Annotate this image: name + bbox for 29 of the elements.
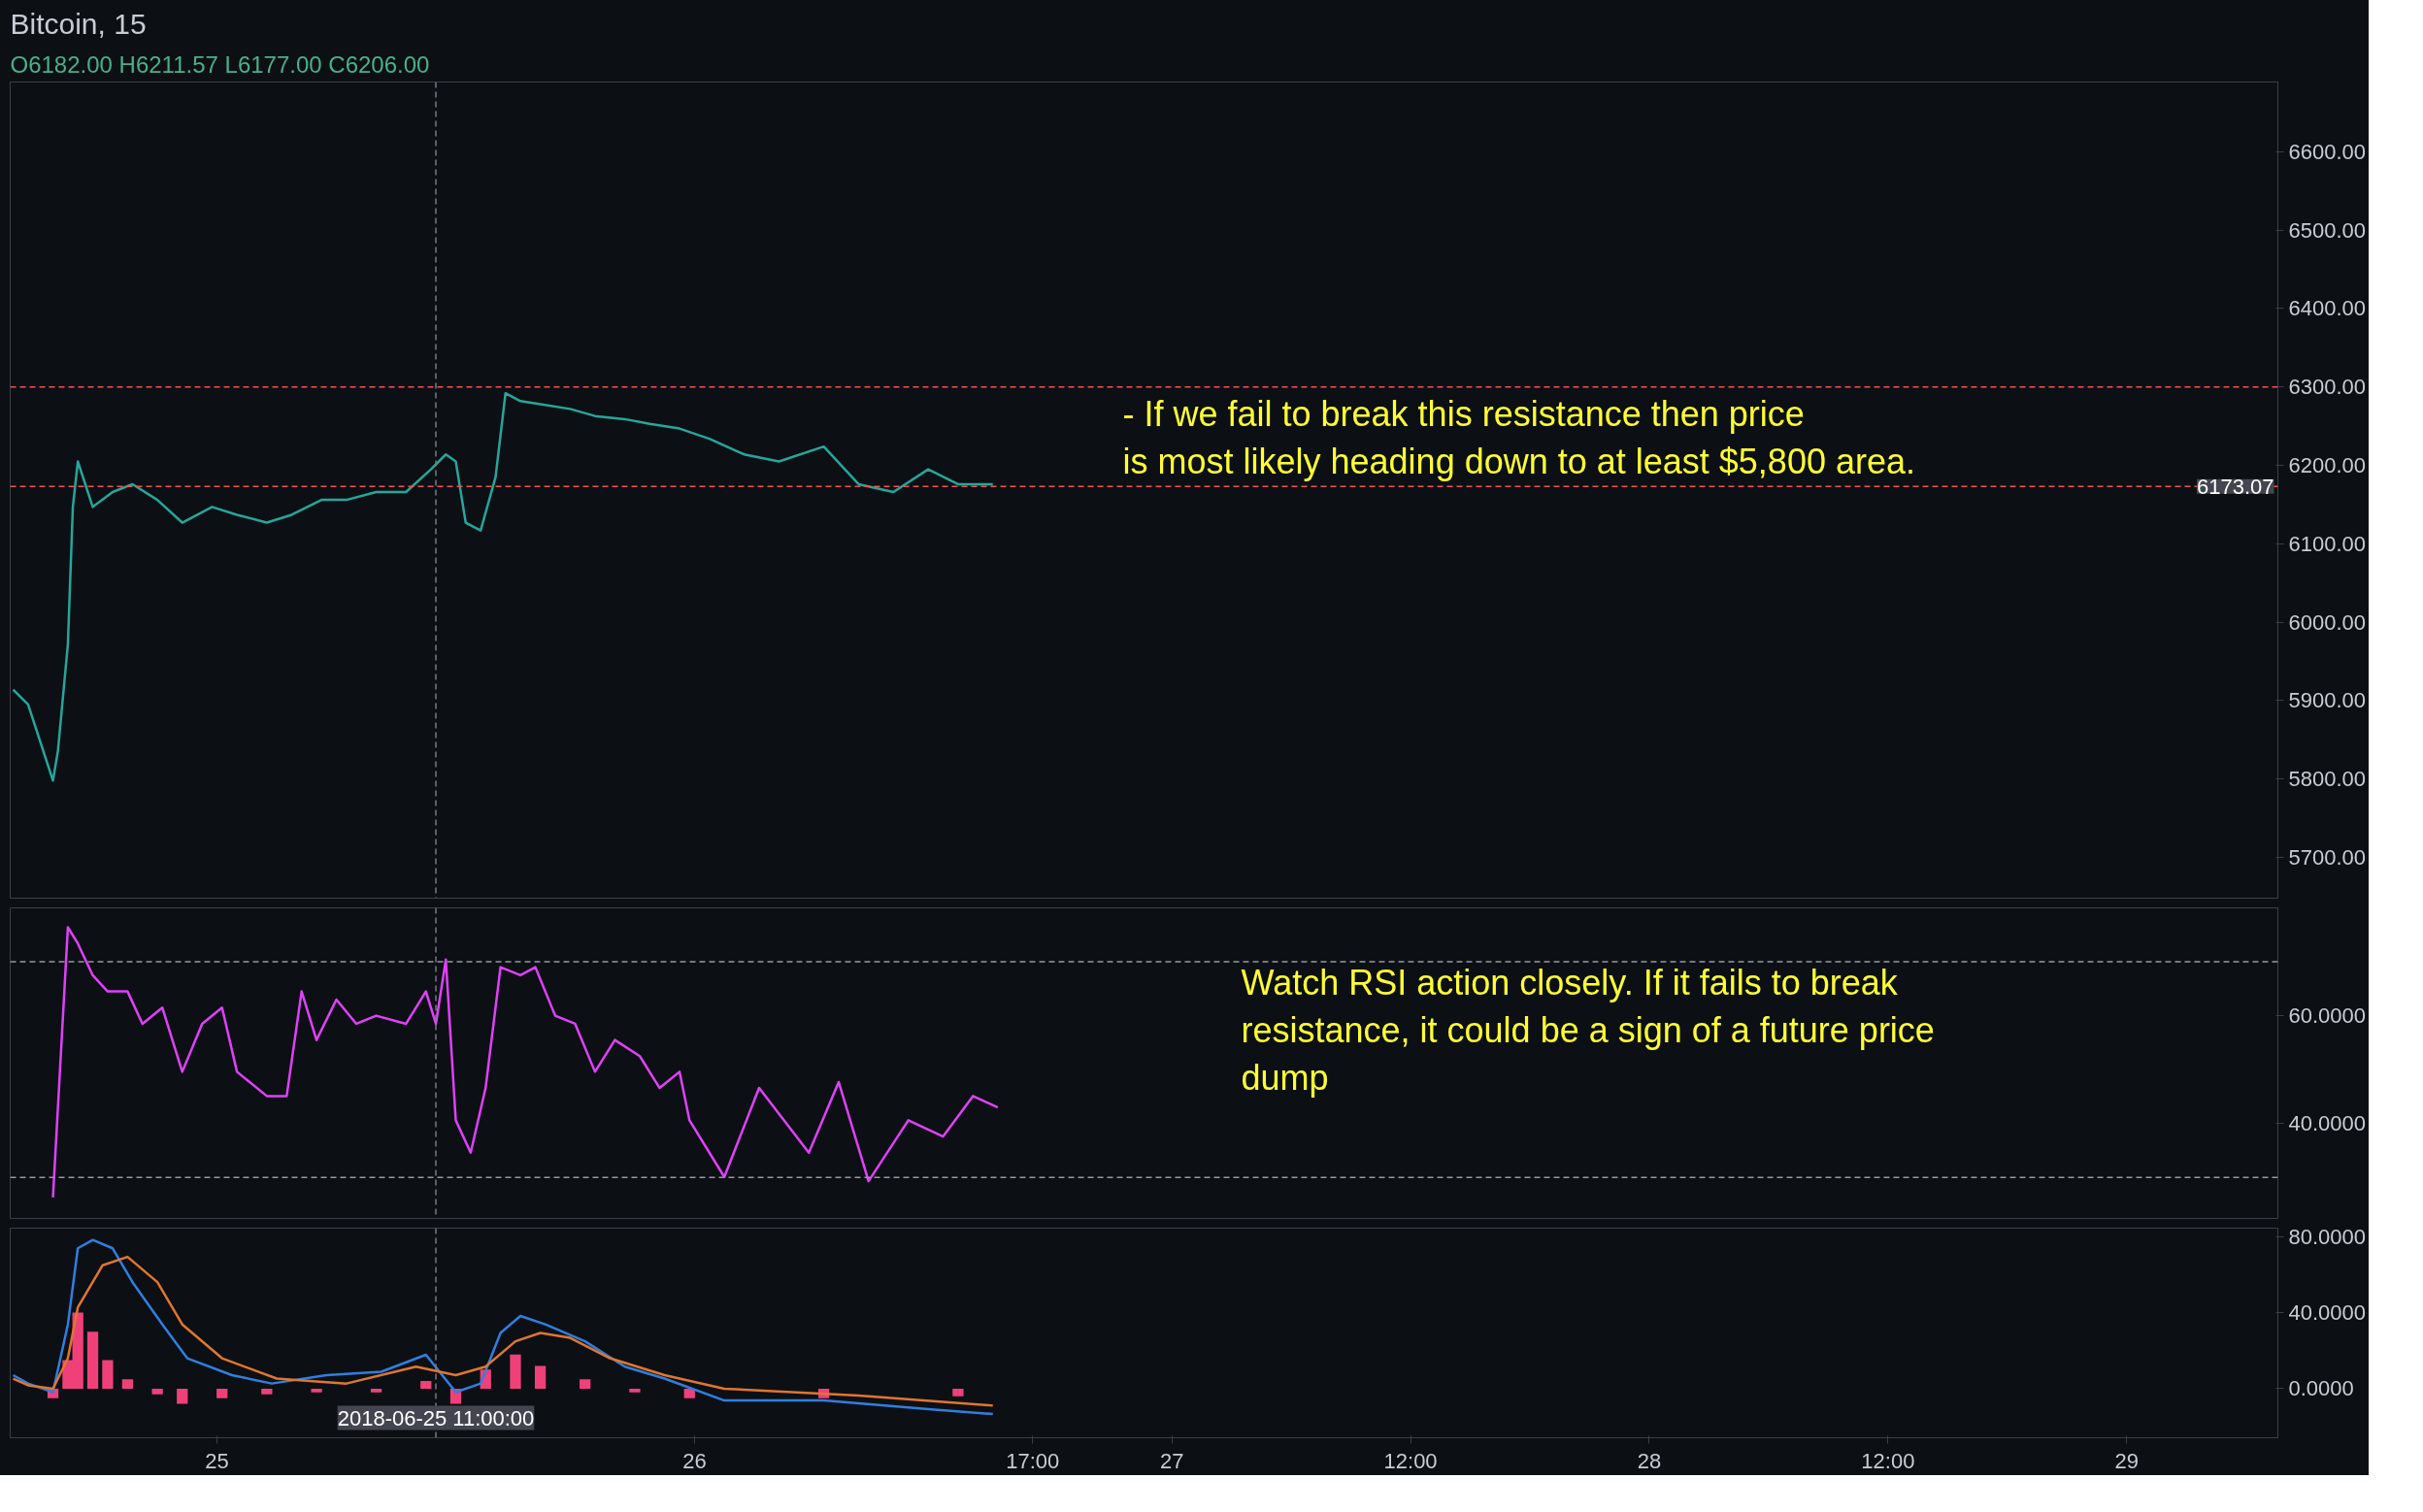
y-tick-label: 6300.00 (2288, 375, 2367, 400)
y-tick-label: 40.0000 (2288, 1111, 2367, 1136)
y-tick-label: 6400.00 (2288, 296, 2367, 321)
y-tick-label: 80.0000 (2288, 1224, 2367, 1249)
y-tick-label: 6000.00 (2288, 609, 2367, 635)
x-tick-label: 28 (1637, 1448, 1662, 1473)
y-tick-label: 60.0000 (2288, 1003, 2367, 1029)
x-tick-label: 17:00 (1006, 1448, 1060, 1473)
x-tick-label: 25 (205, 1448, 229, 1473)
y-tick-label: 40.0000 (2288, 1300, 2367, 1326)
x-tick-label: 12:00 (1861, 1448, 1915, 1473)
ref-line-label: 2018-06-25 11:00:00 (337, 1405, 535, 1430)
y-tick-label: 5700.00 (2288, 844, 2367, 870)
ref-line-label: 6173.07 (2196, 474, 2274, 499)
annotation: Watch RSI action closely. If it fails to break resistance, it could be a sign of a future price dump (1241, 962, 1935, 1098)
y-tick-label: 6100.00 (2288, 531, 2367, 556)
x-tick-label: 27 (1159, 1448, 1184, 1473)
y-tick-label: 5800.00 (2288, 767, 2367, 792)
annotation: - If we fail to break this resistance then price is most likely heading down to at least $5,800 area. (1122, 393, 1915, 481)
y-tick-label: 6600.00 (2288, 139, 2367, 164)
y-tick-label: 6500.00 (2288, 217, 2367, 243)
y-tick-label: 5900.00 (2288, 688, 2367, 713)
x-tick-label: 12:00 (1383, 1448, 1438, 1473)
x-tick-label: 29 (2114, 1448, 2140, 1473)
y-tick-label: 6200.00 (2288, 453, 2367, 478)
x-tick-label: 26 (682, 1448, 707, 1473)
y-tick-label: 0.0000 (2288, 1376, 2354, 1401)
chart-title: Bitcoin, 15 (10, 7, 147, 40)
chart-subtitle: O6182.00 H6211.57 L6177.00 C6206.00 (10, 50, 430, 78)
